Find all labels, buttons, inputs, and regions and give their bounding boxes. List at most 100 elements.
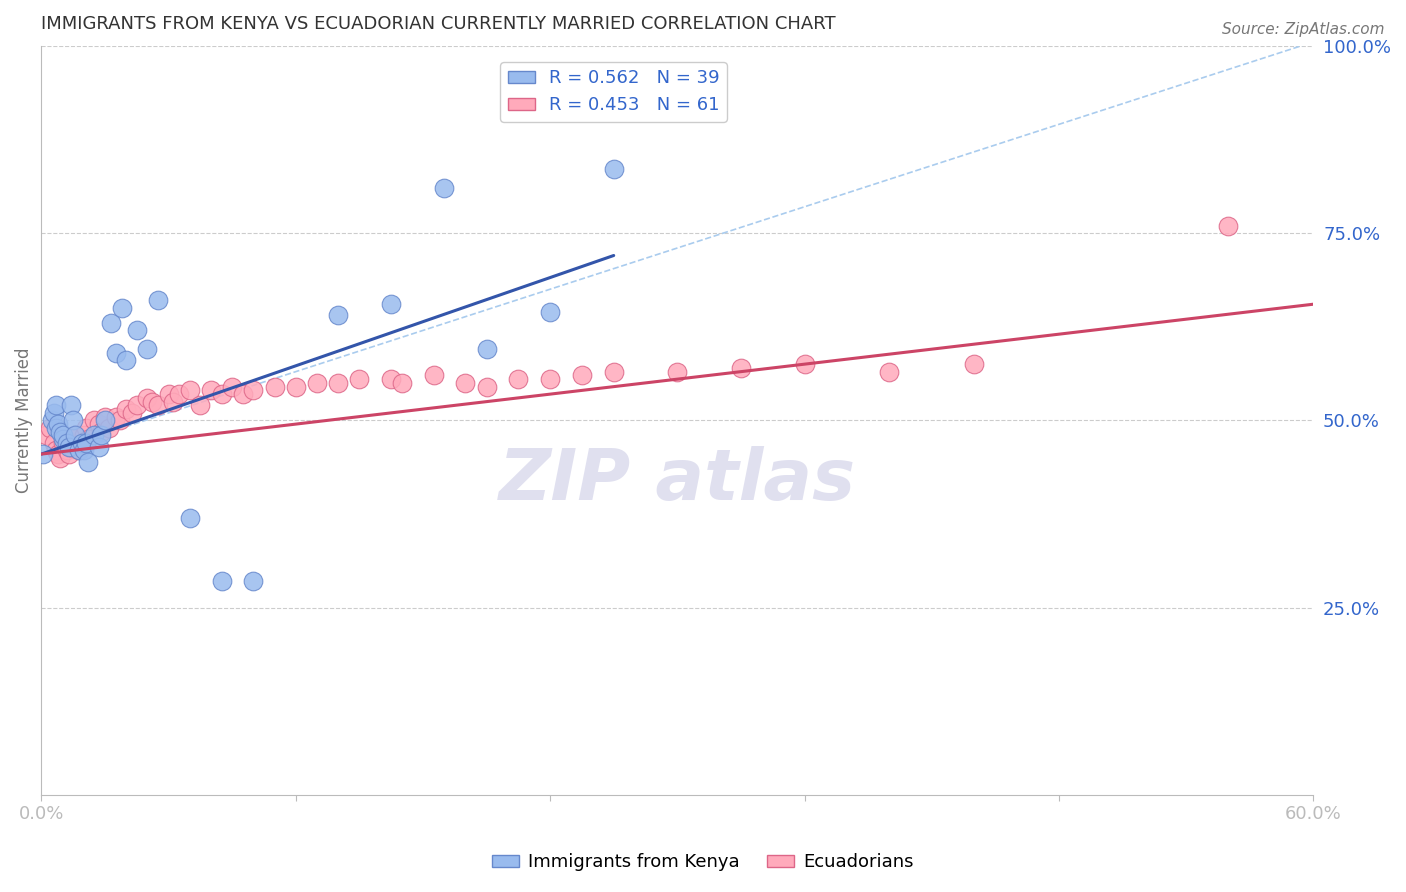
Point	[75, 435, 97, 450]
Point	[90, 428, 112, 442]
Point	[108, 413, 131, 427]
Point	[232, 387, 254, 401]
Point	[77, 454, 100, 468]
Point	[211, 387, 233, 401]
Point	[115, 402, 138, 417]
Point	[538, 372, 561, 386]
Point	[55, 443, 77, 458]
Point	[98, 421, 121, 435]
Point	[90, 425, 112, 439]
Point	[104, 346, 127, 360]
Point	[666, 365, 689, 379]
Point	[60, 440, 83, 454]
Point	[136, 342, 159, 356]
Point	[179, 510, 201, 524]
Point	[69, 443, 91, 458]
Point	[391, 376, 413, 390]
Point	[38, 421, 60, 435]
Text: IMMIGRANTS FROM KENYA VS ECUADORIAN CURRENTLY MARRIED CORRELATION CHART: IMMIGRANTS FROM KENYA VS ECUADORIAN CURR…	[41, 15, 837, 33]
Point	[94, 409, 117, 424]
Point	[42, 406, 65, 420]
Point	[46, 417, 69, 431]
Point	[422, 368, 444, 383]
Point	[879, 365, 901, 379]
Point	[70, 435, 93, 450]
Point	[326, 376, 349, 390]
Point	[66, 440, 89, 454]
Point	[284, 379, 307, 393]
Point	[69, 443, 91, 458]
Point	[508, 372, 530, 386]
Point	[157, 387, 180, 401]
Point	[51, 435, 73, 450]
Point	[75, 421, 97, 435]
Point	[32, 447, 55, 461]
Point	[242, 574, 264, 589]
Point	[200, 384, 222, 398]
Point	[45, 398, 67, 412]
Point	[62, 413, 84, 427]
Point	[42, 435, 65, 450]
Point	[94, 413, 117, 427]
Point	[433, 181, 456, 195]
Point	[115, 353, 138, 368]
Point	[46, 447, 69, 461]
Point	[602, 365, 624, 379]
Point	[73, 443, 96, 458]
Point	[179, 384, 201, 398]
Point	[55, 435, 77, 450]
Point	[602, 162, 624, 177]
Point	[242, 384, 264, 398]
Point	[49, 425, 72, 439]
Point	[83, 413, 105, 427]
Point	[121, 406, 143, 420]
Point	[104, 409, 127, 424]
Point	[41, 413, 63, 427]
Point	[58, 447, 80, 461]
Point	[83, 428, 105, 442]
Point	[380, 372, 402, 386]
Text: Source: ZipAtlas.com: Source: ZipAtlas.com	[1222, 22, 1385, 37]
Point	[141, 394, 163, 409]
Y-axis label: Currently Married: Currently Married	[15, 348, 32, 493]
Point	[146, 398, 169, 412]
Point	[65, 428, 87, 442]
Point	[45, 421, 67, 435]
Point	[51, 428, 73, 442]
Point	[53, 432, 76, 446]
Point	[167, 387, 190, 401]
Point	[454, 376, 477, 390]
Point	[146, 293, 169, 308]
Point	[793, 357, 815, 371]
Point	[34, 428, 56, 442]
Point	[162, 394, 184, 409]
Point	[188, 398, 211, 412]
Point	[77, 432, 100, 446]
Point	[221, 379, 243, 393]
Point	[45, 443, 67, 458]
Point	[211, 574, 233, 589]
Point	[60, 398, 83, 412]
Point	[349, 372, 371, 386]
Legend: Immigrants from Kenya, Ecuadorians: Immigrants from Kenya, Ecuadorians	[485, 847, 921, 879]
Legend: R = 0.562   N = 39, R = 0.453   N = 61: R = 0.562 N = 39, R = 0.453 N = 61	[501, 62, 727, 121]
Point	[125, 398, 148, 412]
Point	[125, 323, 148, 337]
Point	[571, 368, 593, 383]
Point	[475, 342, 498, 356]
Point	[65, 428, 87, 442]
Point	[263, 379, 285, 393]
Point	[87, 440, 110, 454]
Point	[380, 297, 402, 311]
Point	[1218, 219, 1240, 233]
Point	[62, 432, 84, 446]
Point	[111, 301, 134, 315]
Point	[49, 450, 72, 465]
Point	[100, 316, 122, 330]
Point	[730, 360, 752, 375]
Point	[87, 417, 110, 431]
Point	[326, 309, 349, 323]
Text: ZIP atlas: ZIP atlas	[499, 446, 856, 515]
Point	[305, 376, 328, 390]
Point	[538, 304, 561, 318]
